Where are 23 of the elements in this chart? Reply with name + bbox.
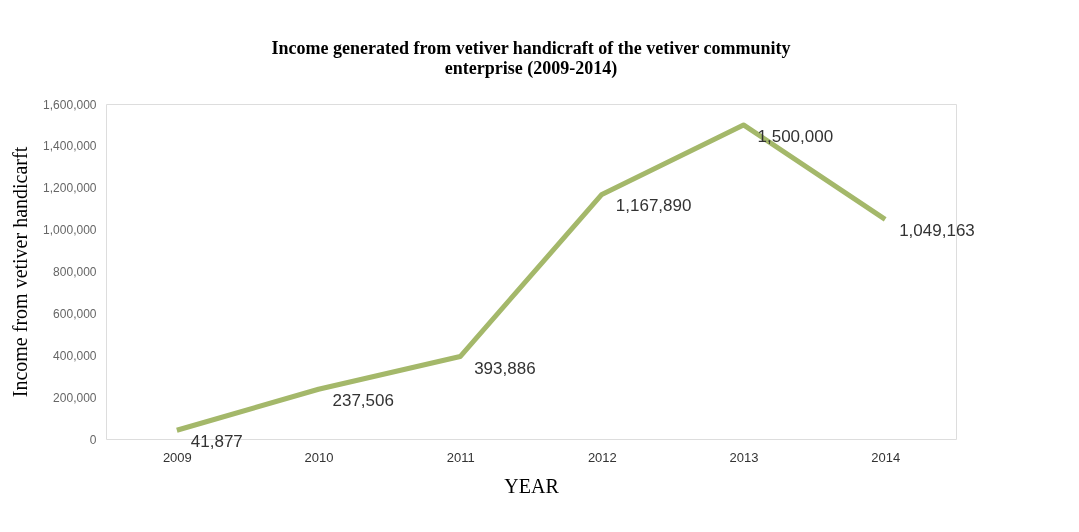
x-tick-label: 2009 (162, 449, 192, 465)
x-axis-title: YEAR (504, 474, 560, 497)
data-label: 41,877 (190, 432, 243, 452)
y-tick-label: 800,000 (53, 265, 97, 279)
x-tick-label: 2010 (304, 449, 334, 465)
data-label: 393,886 (474, 358, 536, 378)
x-tick-label: 2013 (729, 449, 759, 465)
chart-title: Income generated from vetiver handicraft of the vetiver community enterprise (2009-2014) (271, 38, 791, 79)
y-tick-label: 1,200,000 (43, 181, 97, 196)
x-tick-label: 2011 (446, 449, 475, 465)
x-tick-label: 2014 (871, 449, 901, 465)
x-tick-label: 2012 (587, 449, 617, 465)
y-axis-title: Income from vetiver handicarft (9, 146, 32, 398)
y-tick-label: 400,000 (53, 348, 97, 363)
y-tick-label: 200,000 (53, 390, 97, 405)
data-label: 1,049,163 (899, 221, 975, 241)
y-tick-label: 600,000 (53, 306, 97, 321)
y-tick-label: 1,400,000 (43, 139, 97, 154)
y-tick-label: 0 (89, 432, 97, 447)
data-label: 237,506 (332, 391, 394, 411)
y-tick-label: 1,600,000 (43, 97, 97, 112)
y-tick-label: 1,000,000 (43, 223, 97, 238)
data-label: 1,167,890 (615, 196, 692, 216)
